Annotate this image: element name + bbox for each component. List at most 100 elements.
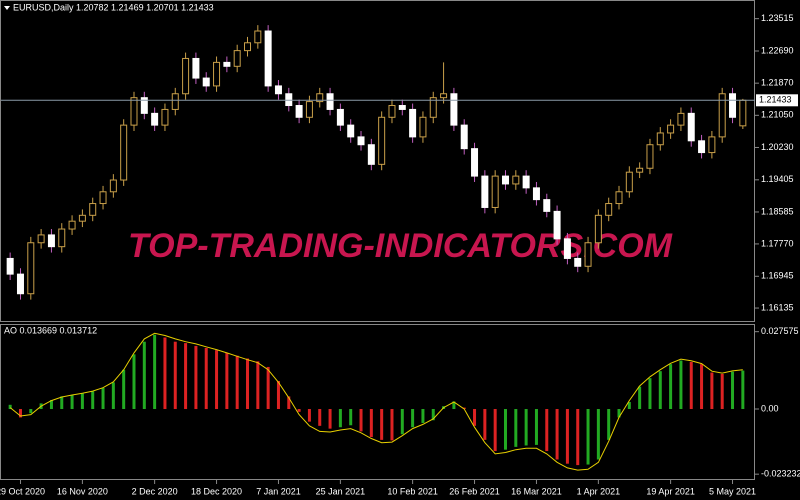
ao-bar [700,364,704,410]
y-tick-label: 1.21870 [761,78,794,88]
ao-bar [266,366,270,410]
candle-body [305,101,313,118]
ao-bar [235,355,239,410]
candle-body [316,93,324,103]
ao-bar [669,364,673,410]
candle-body [429,97,437,118]
ao-bar [679,360,683,410]
ao-bar [204,347,208,410]
candle-body [512,175,520,185]
ao-bar [462,407,466,410]
ao-bar [318,409,322,426]
candle-body [501,175,509,185]
candle-body [171,93,179,110]
ao-bar [421,409,425,424]
candle-body [161,108,169,126]
candle-body [574,257,582,267]
candle-body [120,124,128,181]
candle-body [398,105,406,110]
ao-bar [29,409,33,414]
candle-body [367,144,375,165]
watermark: TOP-TRADING-INDICATORS.COM [128,227,673,265]
candle-body [357,136,365,146]
x-tick-label: 5 May 2021 [709,486,756,496]
candle-body [109,179,117,193]
candle-body [687,112,695,142]
candle-body [254,30,262,44]
candle-body [182,57,190,95]
ao-bar [731,371,735,410]
ao-bar [111,382,115,410]
ao-bar [49,400,53,410]
ao-bar [194,345,198,410]
candle-body [481,175,489,208]
ao-bar [91,391,95,410]
candle-body [130,97,138,126]
x-tick-label: 1 Apr 2021 [577,486,621,496]
current-price-box [756,94,798,107]
candle-body [419,116,427,138]
candle-body [6,257,14,275]
candle-body [347,124,355,138]
ao-bar [256,361,260,410]
candle-body [27,242,35,295]
x-tick-label: 26 Feb 2021 [449,486,500,496]
candle-body [460,124,468,150]
ao-bar [617,409,621,418]
ao-bar [276,380,280,410]
ao-bar [411,409,415,428]
candle-body [440,93,448,99]
candle-body [409,108,417,138]
candle-body [140,97,148,114]
x-tick-label: 2 Dec 2020 [132,486,178,496]
ao-bar [400,409,404,435]
ao-bar [18,409,22,418]
candle-body [47,234,55,248]
ao-bar [503,409,507,450]
ao-bar [163,337,167,410]
candle-body [636,167,644,173]
ao-bar [173,341,177,410]
x-tick-label: 29 Oct 2020 [0,486,45,496]
x-tick-label: 19 Apr 2021 [646,486,695,496]
candle-body [491,175,499,208]
candle-body [244,42,252,52]
ao-bar [328,409,332,429]
ao-title: AO 0.013669 0.013712 [4,325,97,335]
ao-bar [576,409,580,466]
candle-body [223,61,231,67]
ao-bar [390,409,394,441]
ao-bar [534,409,538,445]
candle-body [532,187,540,201]
ao-bar [60,396,64,410]
y-tick-label: 1.16945 [761,271,794,281]
ao-panel-frame [0,324,755,480]
candle-body [656,132,664,146]
candle-body [739,99,747,127]
candle-body [471,148,479,177]
x-tick-label: 10 Feb 2021 [387,486,438,496]
candle-body [16,273,24,295]
ao-bar [720,373,724,410]
ao-bar [524,409,528,446]
candle-body [625,171,633,193]
ao-bar [184,343,188,410]
candle-body [698,140,706,154]
candle-body [615,191,623,205]
candle-body [450,93,458,126]
symbol-title: EURUSD,Daily 1.20782 1.21469 1.20701 1.2… [13,2,214,12]
ao-bar [452,401,456,410]
y-tick-label: 0.027575 [761,326,799,336]
main-panel-frame [0,0,755,322]
ao-bar [586,409,590,465]
ao-bar [483,409,487,440]
candle-body [285,93,293,107]
ao-bar [287,396,291,410]
ao-bar [514,409,518,447]
candle-body [543,199,551,212]
ao-bar [142,341,146,410]
y-tick-label: 1.20230 [761,142,794,152]
candle-body [151,112,159,126]
